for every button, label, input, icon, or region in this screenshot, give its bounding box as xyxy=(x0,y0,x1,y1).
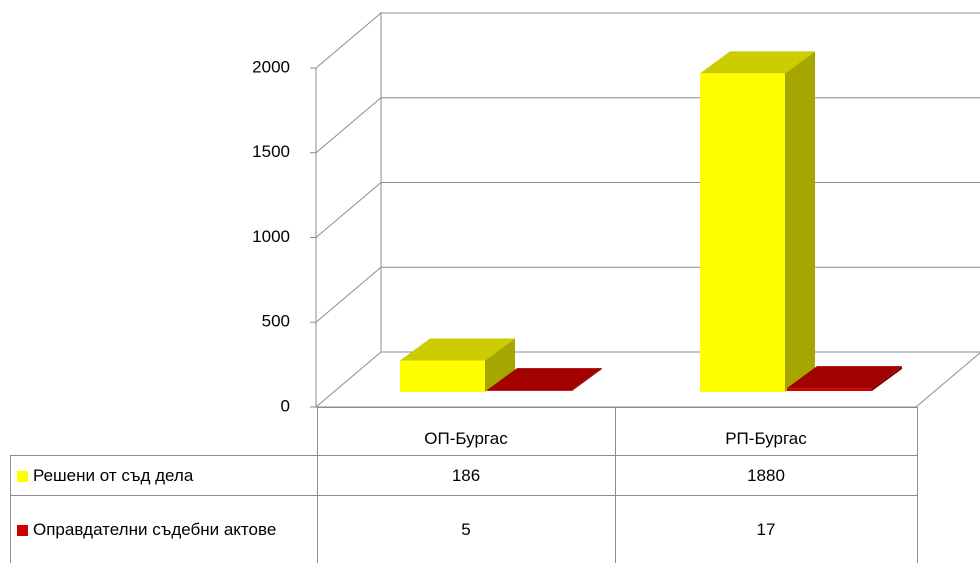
bar-top xyxy=(487,368,602,391)
bar-top xyxy=(400,338,515,361)
grid-line xyxy=(315,266,980,323)
bar xyxy=(400,360,485,392)
legend-label: Решени от съд дела xyxy=(33,465,194,485)
grid-line xyxy=(315,12,980,69)
bar-top xyxy=(787,366,902,389)
legend-entry: Решени от съд дела xyxy=(10,455,318,496)
category-label: ОП-Бургас xyxy=(316,407,616,456)
grid-line xyxy=(315,182,980,238)
grid-line xyxy=(315,97,980,154)
bar-side xyxy=(872,366,902,391)
legend-entry: Оправдателни съдебни актове xyxy=(10,495,318,563)
data-table: ОП-Бургас РП-Бургас Решени от съд дела 186 1… xyxy=(10,407,918,563)
header-row: ОП-Бургас РП-Бургас xyxy=(10,407,918,456)
y-tick-label: 1500 xyxy=(252,142,290,161)
legend-label: Оправдателни съдебни актове xyxy=(33,519,277,539)
legend-key xyxy=(17,470,28,482)
legend-key xyxy=(17,524,28,536)
value-cell: 1880 xyxy=(614,455,918,496)
y-tick-label: 2000 xyxy=(252,57,290,76)
y-tick-label: 500 xyxy=(262,312,290,331)
bar-top xyxy=(700,51,815,74)
floor-edge xyxy=(915,352,980,408)
y-tick-label: 1000 xyxy=(252,227,290,246)
series-row: Оправдателни съдебни актове 5 17 xyxy=(10,495,918,563)
value-cell: 17 xyxy=(614,495,918,563)
category-label: РП-Бургас xyxy=(614,407,918,456)
y-tick-label: 0 xyxy=(281,396,290,415)
bar-side xyxy=(485,338,515,392)
bar-side xyxy=(572,368,602,391)
bar xyxy=(700,73,785,392)
bar-side xyxy=(785,51,815,393)
value-cell: 186 xyxy=(316,455,616,496)
value-cell: 5 xyxy=(316,495,616,563)
corner xyxy=(10,407,318,456)
bar xyxy=(487,390,572,391)
series-row: Решени от съд дела 186 1880 xyxy=(10,455,918,496)
bar xyxy=(787,388,872,391)
